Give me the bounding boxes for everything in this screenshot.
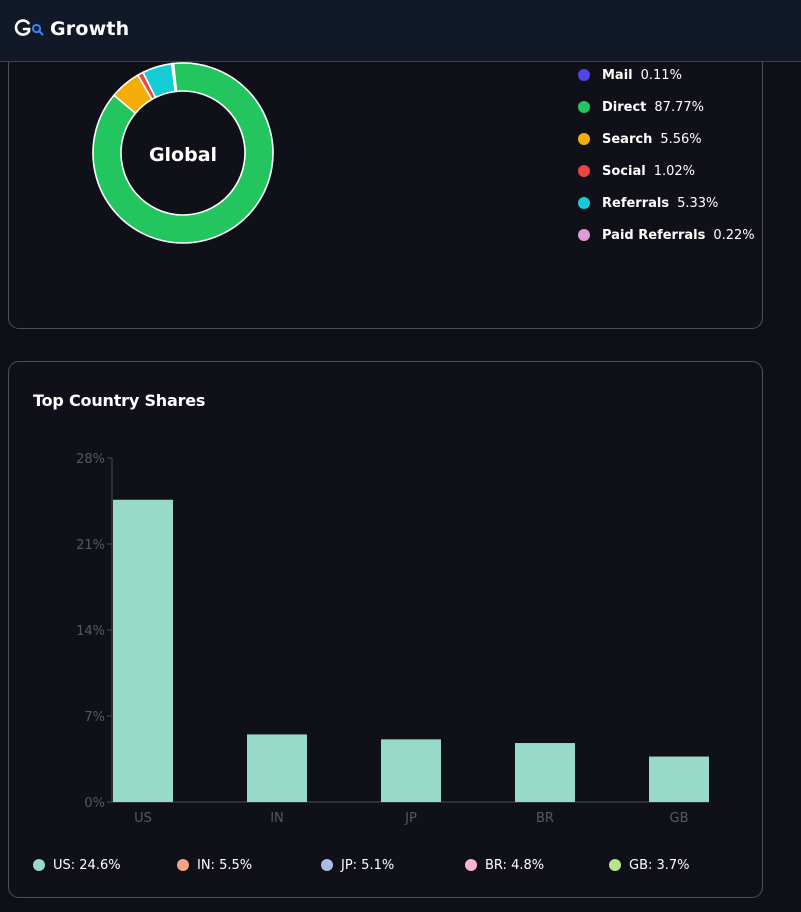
legend-label: Direct [602, 99, 647, 115]
legend-swatch [321, 859, 333, 871]
legend-value: 0.11% [640, 67, 682, 83]
bar-in[interactable] [247, 734, 307, 802]
growth-search-logo-icon [14, 19, 44, 36]
brand-name: Growth [50, 18, 130, 40]
donut-slice-direct[interactable] [92, 62, 274, 244]
traffic-donut-chart: Global [92, 62, 274, 244]
legend-text: IN: 5.5% [197, 857, 253, 873]
social-dot [578, 165, 590, 177]
x-tick-label: JP [404, 811, 417, 826]
donut-slice-paid-referrals[interactable] [170, 62, 177, 93]
legend-label: Search [602, 131, 653, 147]
donut-center-label: Global [149, 144, 217, 166]
country-legend-item-gb[interactable]: GB: 3.7% [609, 855, 690, 875]
legend-text: GB: 3.7% [629, 857, 690, 873]
legend-label: Mail [602, 67, 633, 83]
legend-swatch [177, 859, 189, 871]
mail-dot [578, 69, 590, 81]
legend-value: 87.77% [654, 99, 704, 115]
referrals-dot [578, 197, 590, 209]
search-dot [578, 133, 590, 145]
country-legend-item-jp[interactable]: JP: 5.1% [321, 855, 394, 875]
y-tick-label: 14% [76, 624, 105, 639]
brand[interactable]: Growth [14, 17, 129, 41]
legend-item-mail[interactable]: Mail 0.11% [578, 65, 682, 85]
legend-label: Referrals [602, 195, 670, 211]
y-tick-label: 0% [84, 796, 105, 811]
country-legend-item-br[interactable]: BR: 4.8% [465, 855, 544, 875]
legend-value: 0.22% [713, 227, 755, 243]
x-tick-label: IN [270, 811, 284, 826]
bar-us[interactable] [113, 499, 173, 802]
legend-item-social[interactable]: Social 1.02% [578, 161, 695, 181]
legend-value: 5.56% [660, 131, 702, 147]
legend-value: 5.33% [677, 195, 719, 211]
legend-item-paid-referrals[interactable]: Paid Referrals 0.22% [578, 225, 755, 245]
country-legend-item-us[interactable]: US: 24.6% [33, 855, 121, 875]
legend-text: BR: 4.8% [485, 857, 545, 873]
country-legend-item-in[interactable]: IN: 5.5% [177, 855, 252, 875]
country-legend: US: 24.6% IN: 5.5% JP: 5.1% BR: 4.8% GB:… [33, 855, 753, 875]
legend-swatch [33, 859, 45, 871]
legend-text: JP: 5.1% [341, 857, 395, 873]
bar-jp[interactable] [381, 739, 441, 802]
top-bar: Growth [0, 0, 801, 62]
paid-referrals-dot [578, 229, 590, 241]
y-tick-label: 28% [76, 452, 105, 467]
direct-dot [578, 101, 590, 113]
y-tick-label: 7% [84, 710, 105, 725]
bar-gb[interactable] [649, 756, 709, 802]
x-tick-label: US [134, 811, 152, 826]
legend-swatch [609, 859, 621, 871]
legend-swatch [465, 859, 477, 871]
legend-item-search[interactable]: Search 5.56% [578, 129, 702, 149]
legend-item-direct[interactable]: Direct 87.77% [578, 97, 704, 117]
legend-label: Paid Referrals [602, 227, 706, 243]
legend-text: US: 24.6% [53, 857, 121, 873]
x-tick-label: BR [536, 811, 554, 826]
country-shares-title: Top Country Shares [33, 391, 206, 410]
country-bar-chart: 0% 7% 14% 21% 28% US IN JP BR GB [76, 452, 709, 826]
legend-value: 1.02% [653, 163, 695, 179]
x-tick-label: GB [670, 811, 689, 826]
legend-label: Social [602, 163, 646, 179]
y-tick-label: 21% [76, 538, 105, 553]
legend-item-referrals[interactable]: Referrals 5.33% [578, 193, 718, 213]
bar-br[interactable] [515, 743, 575, 802]
